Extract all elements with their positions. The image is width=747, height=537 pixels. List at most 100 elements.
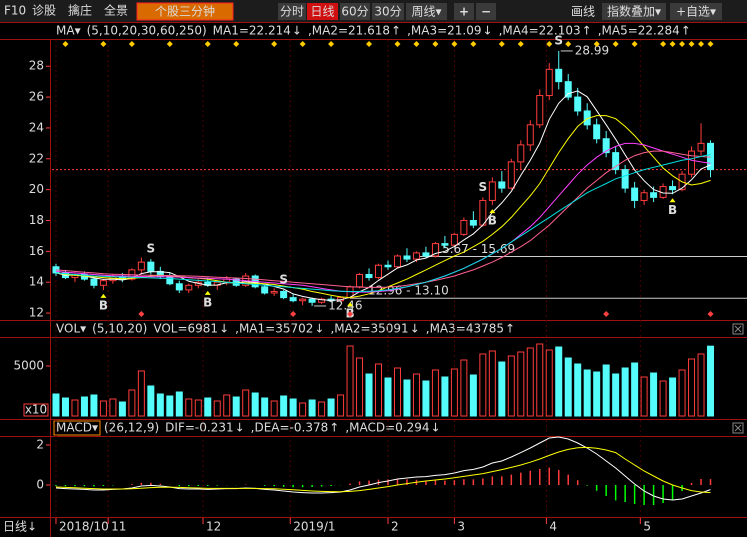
indicator-name[interactable]: MACD▾: [56, 421, 98, 435]
top-diamond: [451, 41, 458, 47]
unit-box: [23, 403, 49, 417]
candle-body: [545, 68, 553, 97]
candle-body: [602, 138, 610, 154]
volume-bar: [213, 400, 221, 417]
candle-body: [318, 298, 326, 303]
candle-body: [90, 278, 98, 286]
toolbar-right-bg[interactable]: [670, 3, 722, 20]
candle-body: [517, 144, 525, 163]
period-button[interactable]: 分时: [280, 5, 304, 19]
period-button-bg[interactable]: [372, 3, 404, 20]
toolbar-item[interactable]: 全景: [104, 3, 128, 18]
close-button[interactable]: [732, 422, 744, 434]
candle-body: [593, 124, 601, 140]
indicator-value: ,MA3=21.09: [407, 24, 481, 38]
x-tick-label: 2: [391, 520, 399, 534]
top-diamond: [565, 41, 572, 47]
toolbar-right-item[interactable]: +自选▾: [676, 5, 716, 19]
volume-bar: [128, 389, 136, 417]
period-button-bg[interactable]: [340, 3, 370, 20]
candle-body: [280, 290, 288, 299]
candle-body: [498, 181, 506, 189]
volume-bar: [631, 362, 639, 417]
indicator-arrow: ↓: [431, 421, 441, 435]
close-button[interactable]: [732, 323, 744, 335]
toolbar-item[interactable]: 诊股: [32, 4, 56, 18]
top-diamond: [100, 41, 107, 47]
zoom-button[interactable]: +: [459, 5, 469, 19]
buy-signal: B: [668, 203, 677, 217]
volume-bar: [659, 380, 667, 417]
zoom-button-bg[interactable]: [454, 3, 474, 20]
toolbar-item[interactable]: 擒庄: [68, 3, 92, 18]
indicator-arrow: ↓: [235, 421, 245, 435]
candle-body: [365, 273, 373, 279]
zoom-button-bg[interactable]: [476, 3, 496, 20]
candle-body: [669, 186, 677, 191]
toolbar-right-item[interactable]: 指数叠加▾: [607, 4, 661, 19]
toolbar-right-bg[interactable]: [602, 3, 666, 20]
volume-bar: [431, 369, 439, 417]
volume-bar: [109, 398, 117, 417]
top-diamond: [660, 41, 667, 47]
bottom-diamond: [138, 311, 145, 317]
volume-bar: [251, 392, 259, 417]
indicator-value: ,MA1=35702: [235, 322, 313, 336]
volume-bar: [583, 369, 591, 417]
candle-body: [479, 199, 487, 226]
period-label[interactable]: 日线↓: [3, 520, 37, 534]
top-diamond: [631, 41, 638, 47]
volume-bar: [327, 398, 335, 417]
sell-signal: S: [279, 272, 288, 286]
candle-body: [175, 283, 183, 291]
period-button[interactable]: 周线▾: [411, 5, 441, 19]
buy-signal: B: [99, 298, 108, 312]
candle-body: [384, 264, 392, 268]
y-tick-label: 20: [29, 182, 44, 196]
y-tick-label: 22: [29, 151, 44, 165]
candle-body: [526, 124, 534, 146]
indicator-name[interactable]: VOL▾: [56, 322, 86, 336]
candle-body: [631, 187, 639, 201]
feature-button-bg[interactable]: [136, 2, 234, 21]
period-button-bg[interactable]: [278, 3, 306, 20]
volume-bar: [507, 355, 515, 417]
candle-body: [621, 169, 629, 189]
zoom-button[interactable]: −: [481, 5, 491, 19]
candle-body: [441, 243, 449, 246]
top-diamond: [166, 41, 173, 47]
close-buttons: [732, 323, 744, 434]
x-tick-label: 2019/1: [293, 520, 335, 534]
candle-body: [422, 252, 430, 257]
period-button[interactable]: 30分: [374, 5, 401, 19]
y-tick-label: 5000: [13, 359, 44, 373]
volume-bar: [650, 372, 658, 417]
top-diamond: [299, 41, 306, 47]
period-button[interactable]: 日线: [310, 5, 334, 19]
top-diamond: [546, 41, 553, 47]
y-tick-label: 24: [29, 120, 44, 134]
volume-bar: [384, 377, 392, 417]
indicator-value: ,MA4=22.103: [499, 24, 581, 38]
buy-arrow: [669, 198, 676, 203]
toolbar-item[interactable]: F10: [4, 4, 26, 18]
indicator-params: (5,10,20,30,60,250): [87, 24, 207, 38]
period-button[interactable]: 60分: [341, 5, 368, 19]
candle-body: [431, 243, 439, 257]
indicator-value: ,MA2=21.618: [308, 24, 390, 38]
y-tick-label: 14: [29, 275, 44, 289]
indicator-value: MA1=22.214: [213, 24, 291, 38]
period-button-bg[interactable]: [307, 3, 338, 20]
x-tick-label: 12: [206, 520, 221, 534]
indicator-arrow: ↑: [681, 24, 691, 38]
indicator-name-box[interactable]: [53, 420, 101, 436]
indicator-name[interactable]: MA▾: [56, 24, 81, 38]
volume-bar: [175, 391, 183, 417]
top-diamond: [432, 41, 439, 47]
toolbar-right-item[interactable]: 画线: [571, 5, 595, 19]
volume-bar: [365, 373, 373, 417]
top-diamond: [470, 41, 477, 47]
feature-button[interactable]: 个股三分钟: [155, 4, 215, 19]
period-button-bg[interactable]: [406, 3, 447, 20]
volume-bar: [564, 357, 572, 417]
